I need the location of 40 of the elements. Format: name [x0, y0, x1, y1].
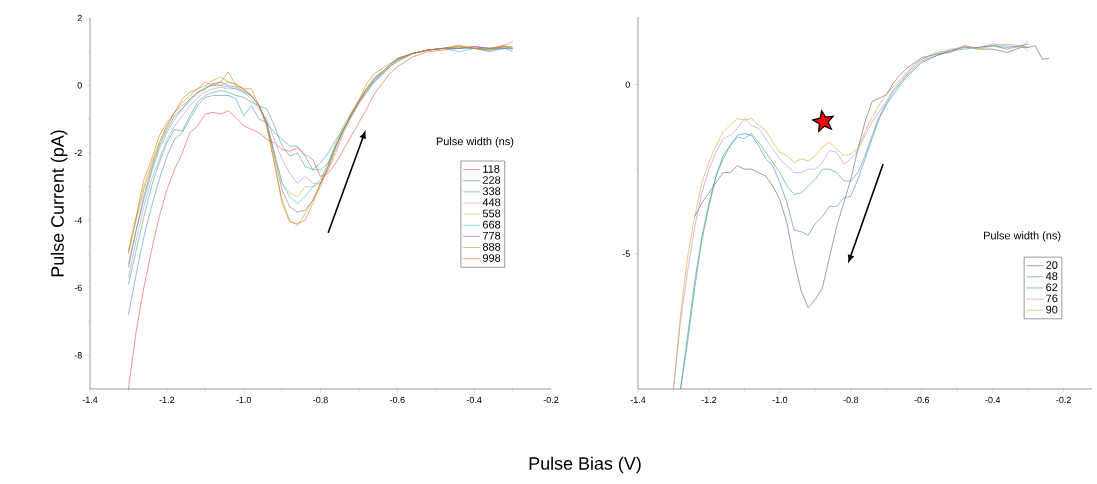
legend-label: 998: [482, 254, 501, 262]
legend-label: 338: [482, 187, 501, 196]
x-tick-label: -0.6: [914, 396, 930, 404]
y-axis-title: Pulse Current (pA): [50, 130, 68, 277]
x-tick-label: -0.2: [543, 396, 559, 404]
y-tick-label: -2: [74, 149, 82, 157]
legend-label: 76: [1046, 294, 1058, 303]
y-tick-label: -6: [74, 284, 82, 291]
x-tick-label: -0.6: [390, 396, 405, 404]
y-tick-label: 0: [77, 82, 82, 89]
legend-label: 118: [483, 165, 500, 173]
legend-label: 778: [483, 231, 501, 240]
x-tick-label: -1.4: [82, 396, 98, 403]
x-tick-label: -1.2: [701, 396, 717, 404]
legend-label: 448: [482, 198, 501, 207]
x-tick-label: -0.8: [843, 396, 859, 404]
x-axis-title: Pulse Bias (V): [529, 456, 641, 474]
legend-title: Pulse width (ns): [436, 137, 514, 148]
x-tick-label: -0.4: [466, 396, 482, 404]
y-tick-label: 0: [625, 81, 630, 88]
legend-label: 668: [483, 220, 501, 229]
y-tick-label: -8: [74, 352, 82, 359]
x-tick-label: -1.0: [772, 396, 788, 404]
legend-label: 48: [1045, 272, 1058, 281]
legend-label: 20: [1046, 261, 1058, 269]
y-tick-label: -5: [622, 250, 630, 257]
legend-label: 558: [482, 209, 501, 218]
legend-label: 90: [1046, 305, 1058, 314]
y-tick-label: 2: [77, 14, 82, 22]
legend-title: Pulse width (ns): [984, 231, 1061, 242]
legend-label: 62: [1046, 283, 1058, 292]
legend-label: 888: [482, 242, 501, 251]
x-tick-label: -1.0: [236, 396, 252, 404]
x-tick-label: -1.2: [159, 396, 175, 404]
x-tick-label: -0.8: [313, 396, 328, 404]
x-tick-label: -1.4: [630, 396, 646, 403]
legend-label: 228: [482, 176, 501, 184]
x-tick-label: -0.4: [985, 396, 1001, 404]
y-tick-label: -4: [74, 217, 82, 224]
x-tick-label: -0.2: [1056, 396, 1071, 404]
